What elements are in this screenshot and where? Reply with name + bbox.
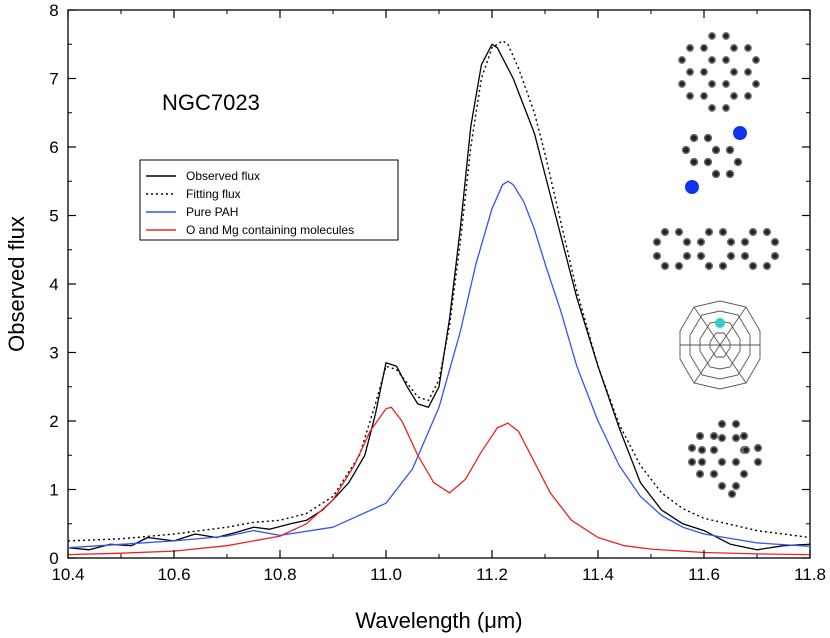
legend-items: Observed flux Fitting flux Pure PAH O and M… [146, 169, 354, 237]
series-line-pure-pah [67, 180, 811, 549]
molecule-1-ovalene-icon [678, 32, 760, 112]
legend-label-o-and-mg-containing-molecules: O and Mg containing molecules [186, 223, 354, 237]
x-axis-title: Wavelength (μm) [355, 608, 522, 633]
x-tick-label: 11.2 [476, 565, 508, 584]
molecule-structures [652, 32, 780, 499]
y-tick-label: 8 [49, 1, 58, 20]
y-tick-label: 5 [49, 207, 58, 226]
plot-frame [67, 9, 811, 559]
x-tick-label: 10.8 [263, 565, 296, 584]
series-line-o-and-mg-containing-molecules [67, 406, 811, 556]
x-tick-label: 11.4 [582, 565, 614, 584]
molecule-4-large-pah-icon [679, 300, 761, 390]
object-annotation: NGC7023 [162, 90, 260, 115]
y-tick-label: 4 [49, 275, 58, 294]
ticks-layer: 10.4 10.6 10.8 11.0 11.2 11.4 11.6 11.8 0 1 2 3 4 5 6 7… [49, 1, 826, 584]
series-layer [67, 40, 811, 556]
legend-label-fitting-flux: Fitting flux [186, 187, 241, 201]
molecule-5-coronene-icon [687, 419, 763, 499]
plot-area [67, 9, 811, 559]
legend: Observed flux Fitting flux Pure PAH O and M… [139, 159, 399, 241]
molecule-2-mg-icon [681, 126, 747, 194]
x-tick-label: 10.6 [157, 565, 190, 584]
y-tick-label: 3 [49, 344, 58, 363]
series-line-fitting-flux [67, 40, 811, 542]
y-tick-label: 0 [49, 549, 58, 568]
x-tick-label: 11.6 [688, 565, 720, 584]
y-tick-label: 7 [49, 70, 58, 89]
y-axis-title: Observed flux [4, 216, 29, 352]
x-tick-label: 10.4 [51, 565, 84, 584]
series-line-observed-flux [67, 43, 811, 551]
y-tick-label: 1 [49, 481, 58, 500]
y-tick-label: 6 [49, 138, 58, 157]
legend-label-pure-pah: Pure PAH [186, 205, 238, 219]
legend-label-observed-flux: Observed flux [186, 169, 260, 183]
y-tick-label: 2 [49, 412, 58, 431]
x-tick-label: 11.8 [794, 565, 826, 584]
legend-box [139, 159, 399, 241]
x-tick-label: 11.0 [370, 565, 402, 584]
molecule-3-pentacene-icon [652, 227, 780, 271]
